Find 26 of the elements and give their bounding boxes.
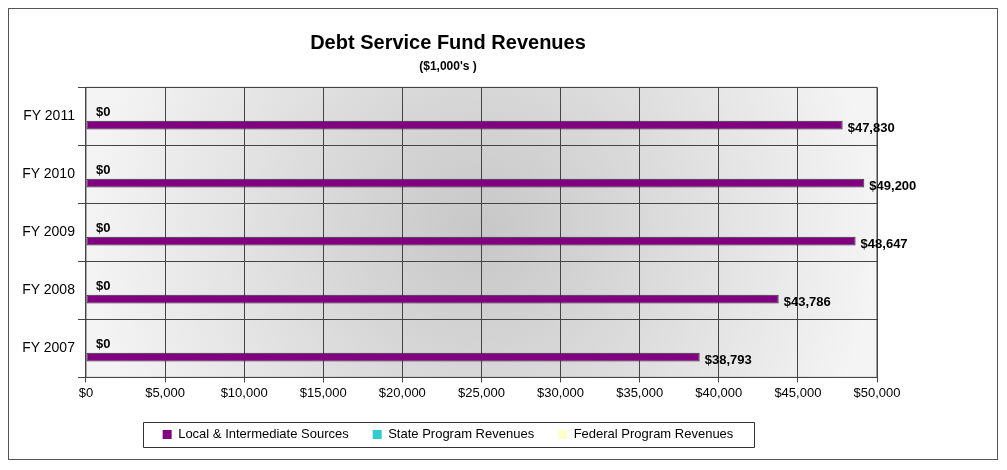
chart-title: Debt Service Fund Revenues bbox=[310, 30, 586, 53]
x-tick-label: $5,000 bbox=[145, 384, 185, 400]
data-label: $0 bbox=[95, 161, 111, 177]
data-label: $0 bbox=[95, 219, 111, 235]
y-tick-label: FY 2009 bbox=[22, 223, 76, 240]
y-tick-label: FY 2011 bbox=[23, 107, 76, 124]
data-label: $0 bbox=[95, 103, 111, 119]
data-label: $0 bbox=[95, 277, 111, 293]
y-tick-label: FY 2007 bbox=[22, 339, 76, 356]
x-tick-label: $25,000 bbox=[457, 384, 505, 400]
x-tick-label: $15,000 bbox=[299, 384, 347, 400]
y-tick-label: FY 2010 bbox=[22, 165, 76, 182]
y-tick-label: FY 2008 bbox=[22, 281, 76, 298]
legend-label: Local & Intermediate Sources bbox=[178, 426, 350, 442]
x-tick-label: $20,000 bbox=[378, 384, 426, 400]
data-label: $0 bbox=[95, 335, 111, 351]
legend-label: Federal Program Revenues bbox=[573, 426, 734, 442]
x-tick-label: $50,000 bbox=[853, 384, 901, 400]
x-tick-label: $35,000 bbox=[616, 384, 664, 400]
x-tick-label: $0 bbox=[78, 384, 94, 400]
x-tick-label: $30,000 bbox=[537, 384, 585, 400]
legend-label: State Program Revenues bbox=[388, 426, 535, 442]
x-tick-label: $45,000 bbox=[774, 384, 822, 400]
chart-subtitle: ($1,000's ) bbox=[419, 58, 477, 73]
x-tick-label: $40,000 bbox=[695, 384, 743, 400]
x-tick-label: $10,000 bbox=[220, 384, 268, 400]
